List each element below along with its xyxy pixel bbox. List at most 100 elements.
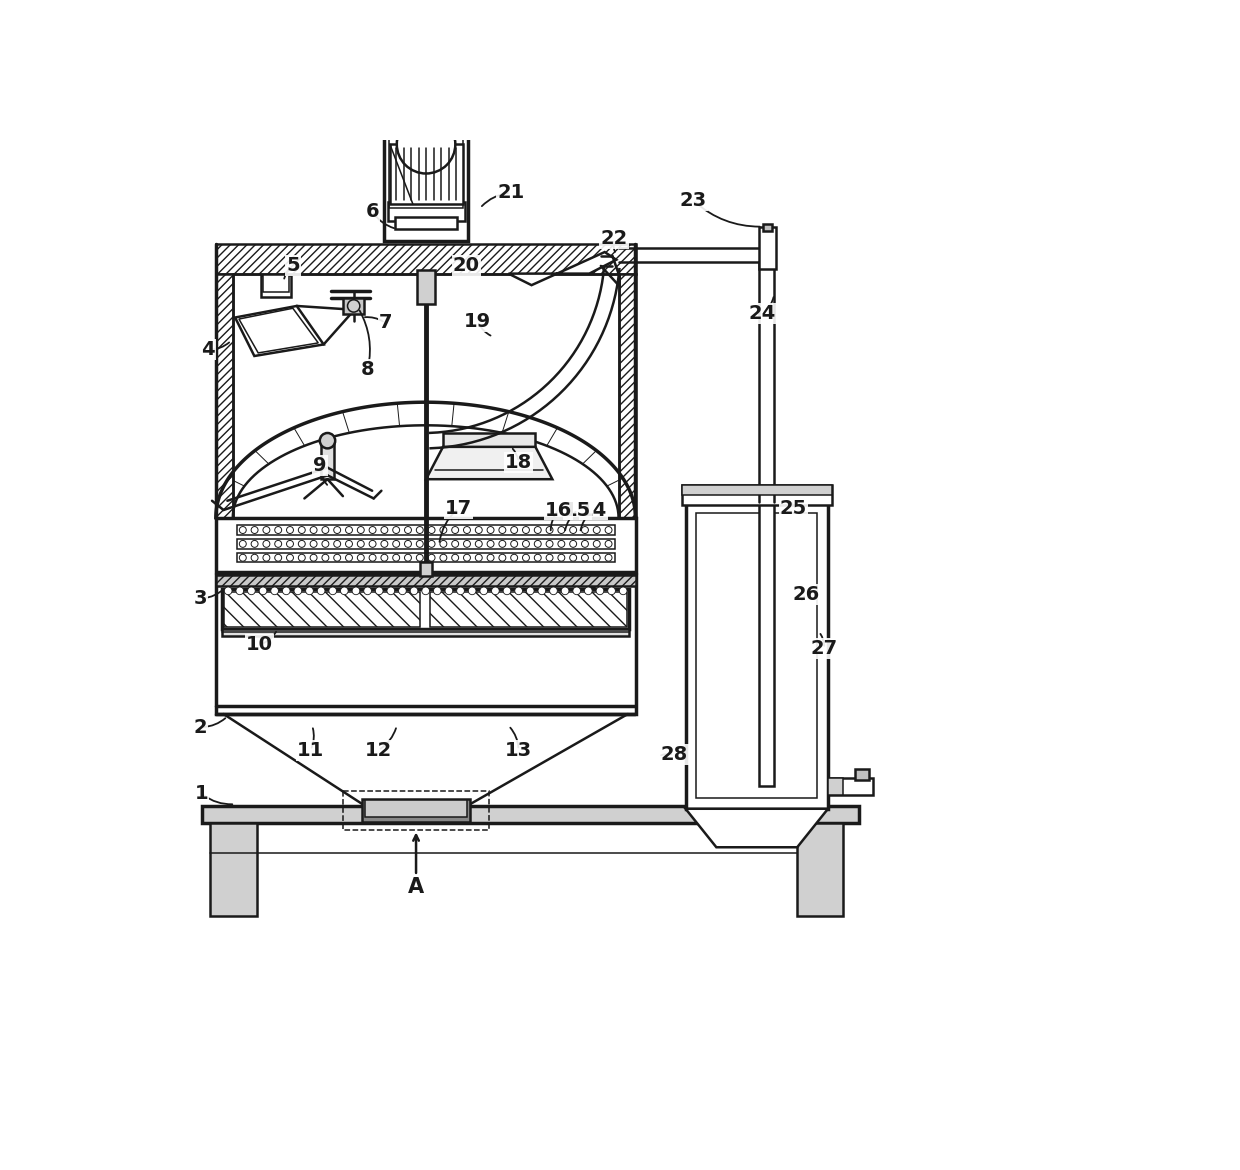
Circle shape [546,541,553,548]
Circle shape [464,555,470,562]
Circle shape [263,555,270,562]
Circle shape [239,541,247,548]
Circle shape [569,526,577,534]
Bar [216,245,635,274]
Bar [828,778,873,794]
Circle shape [511,541,517,548]
Circle shape [286,555,294,562]
Circle shape [236,587,243,594]
Text: 18: 18 [505,453,532,472]
Circle shape [346,541,352,548]
Circle shape [422,587,429,594]
Text: 11: 11 [296,741,324,759]
Bar [682,486,832,495]
Circle shape [252,555,258,562]
Circle shape [593,555,600,562]
Circle shape [440,526,446,534]
Circle shape [534,526,541,534]
Text: 16: 16 [544,501,572,519]
Bar [388,202,465,221]
Circle shape [239,555,247,562]
Circle shape [252,541,258,548]
Circle shape [259,587,267,594]
Circle shape [538,587,546,594]
Bar [202,806,859,824]
Bar [237,553,615,563]
Text: 5: 5 [286,256,300,275]
Polygon shape [239,308,319,353]
Circle shape [310,541,317,548]
Bar [389,117,463,208]
Circle shape [515,587,522,594]
Circle shape [404,541,412,548]
Circle shape [275,526,281,534]
Bar [216,517,635,572]
Circle shape [534,541,541,548]
Circle shape [398,587,407,594]
Text: 3: 3 [193,589,207,608]
Circle shape [270,587,279,594]
Circle shape [417,555,423,562]
Text: 15: 15 [564,501,591,519]
Circle shape [445,587,453,594]
Bar [429,592,627,627]
Circle shape [370,541,376,548]
Text: 26: 26 [792,585,820,604]
Circle shape [275,541,281,548]
Bar [697,514,817,798]
Circle shape [347,300,360,312]
Circle shape [434,587,441,594]
Circle shape [475,526,482,534]
Circle shape [346,555,352,562]
Circle shape [310,526,317,534]
Bar [343,791,490,830]
Circle shape [491,587,500,594]
Bar [828,778,843,794]
Circle shape [381,541,388,548]
Circle shape [534,555,541,562]
Circle shape [456,587,464,594]
Circle shape [596,587,604,594]
Bar [797,824,843,916]
Circle shape [329,587,336,594]
Bar [759,227,776,269]
Circle shape [381,555,388,562]
Text: 13: 13 [505,741,532,759]
Text: 10: 10 [247,635,273,654]
Circle shape [322,555,329,562]
Bar [321,441,334,480]
Polygon shape [686,808,828,847]
Circle shape [248,587,255,594]
Text: 20: 20 [453,255,480,275]
Circle shape [393,526,399,534]
Text: 25: 25 [780,498,807,518]
Bar [396,218,456,229]
Circle shape [558,541,565,548]
Circle shape [487,555,494,562]
Polygon shape [427,447,552,480]
Bar [263,275,289,292]
Circle shape [397,115,455,173]
Text: 17: 17 [445,498,472,518]
Circle shape [451,555,459,562]
Circle shape [404,555,412,562]
Circle shape [404,526,412,534]
Circle shape [299,541,305,548]
Circle shape [428,526,435,534]
Circle shape [464,541,470,548]
Text: 12: 12 [365,741,392,759]
Bar [383,113,469,241]
Bar [222,590,630,629]
Bar [222,629,630,635]
Text: 7: 7 [378,314,392,332]
Bar [763,223,771,232]
Circle shape [569,541,577,548]
Circle shape [357,526,365,534]
Circle shape [440,555,446,562]
Circle shape [305,587,314,594]
Circle shape [357,541,365,548]
Circle shape [417,526,423,534]
Circle shape [294,587,301,594]
Circle shape [363,587,372,594]
Bar [216,576,635,714]
